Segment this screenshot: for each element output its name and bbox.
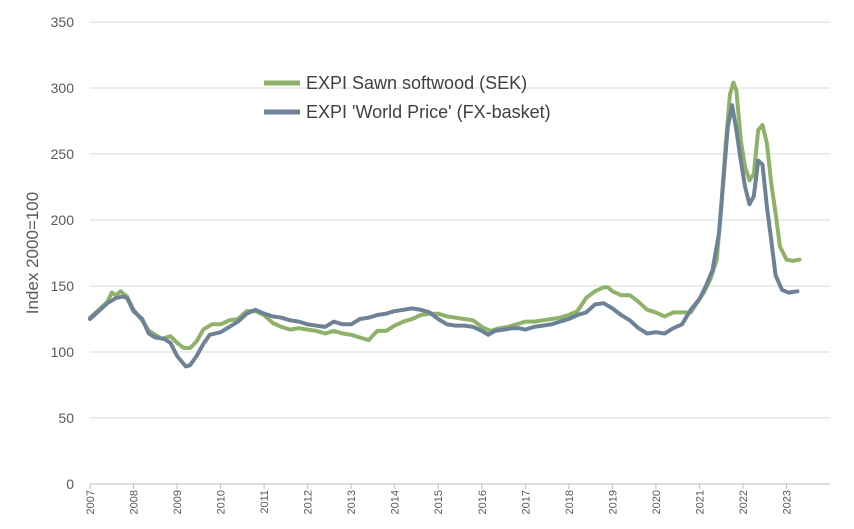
x-tick-label: 2019 [607, 490, 619, 514]
series-lines [88, 80, 802, 369]
y-tick-label: 300 [51, 80, 75, 96]
x-tick-label: 2017 [520, 490, 532, 514]
gridlines [90, 21, 830, 419]
y-tick-label: 350 [51, 14, 75, 30]
y-tick-label: 150 [51, 278, 75, 294]
legend-label-sawn-softwood: EXPI Sawn softwood (SEK) [306, 73, 527, 93]
y-tick-label: 200 [51, 212, 75, 228]
x-tick-label: 2015 [433, 490, 445, 514]
x-tick-label: 2018 [564, 490, 576, 514]
series-line-1 [88, 103, 800, 369]
x-tick-label: 2021 [694, 490, 706, 514]
legend-label-world-price: EXPI 'World Price' (FX-basket) [306, 102, 551, 122]
y-tick-label: 50 [58, 410, 74, 426]
y-axis-label: Index 2000=100 [23, 192, 42, 314]
x-tick-label: 2023 [781, 490, 793, 514]
x-tick-label: 2012 [303, 490, 315, 514]
x-tick-label: 2008 [129, 490, 141, 514]
x-tick-label: 2014 [390, 490, 402, 514]
legend: EXPI Sawn softwood (SEK) EXPI 'World Pri… [264, 73, 551, 122]
x-tick-label: 2016 [477, 490, 489, 514]
x-tick-label: 2009 [172, 490, 184, 514]
y-tick-label: 250 [51, 146, 75, 162]
x-tick-label: 2007 [85, 490, 97, 514]
x-tick-label: 2013 [346, 490, 358, 514]
x-tick-label: 2010 [216, 490, 228, 514]
x-tick-label: 2022 [738, 490, 750, 514]
x-tick-label: 2011 [259, 490, 271, 514]
y-tick-label: 0 [66, 476, 74, 492]
y-axis: 0 50 100 150 200 250 300 350 [51, 14, 75, 492]
x-tick-labels: 2007 2008 2009 2010 2011 2012 2013 2014 2015 2016… [85, 484, 793, 514]
x-tick-label: 2020 [651, 490, 663, 514]
y-tick-label: 100 [51, 344, 75, 360]
